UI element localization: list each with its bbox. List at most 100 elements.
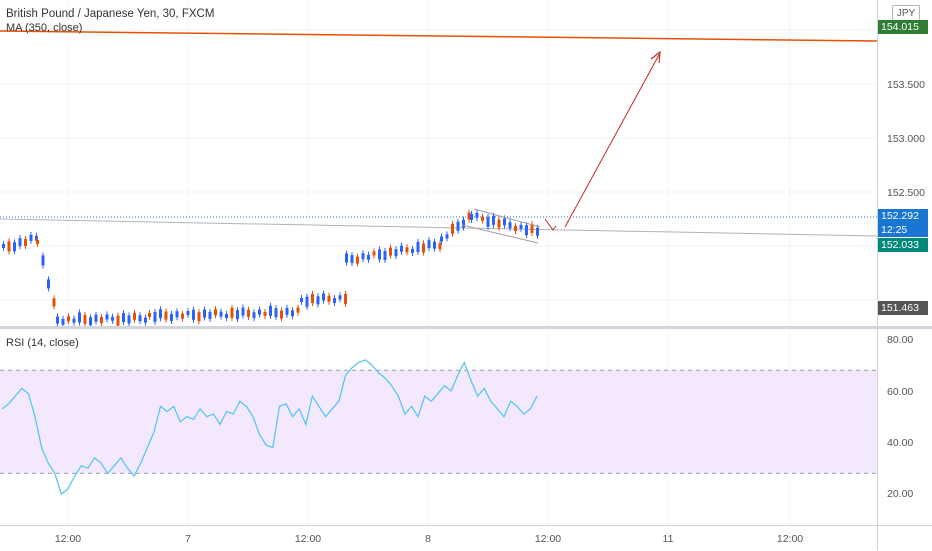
candle-body	[508, 222, 512, 229]
candle-body	[344, 294, 347, 305]
candle-body	[300, 298, 303, 302]
candle-body	[394, 249, 398, 257]
candle-body	[2, 244, 5, 248]
candle-body	[219, 311, 223, 317]
candle-body	[186, 310, 190, 315]
time-tick: 12:00	[54, 533, 82, 545]
candle-body	[56, 316, 59, 324]
rsi-tick: 80.00	[887, 334, 914, 346]
candle-body	[481, 216, 484, 221]
rsi-tick: 20.00	[887, 488, 914, 500]
time-axis[interactable]: 12:00 7 12:00 8 12:00 11 12:00	[0, 525, 932, 551]
candle-body	[230, 307, 234, 318]
time-tick: 7	[185, 533, 191, 545]
candle-body	[433, 241, 436, 249]
ma-line	[0, 30, 877, 42]
candle-body	[467, 212, 471, 220]
rsi-band	[0, 370, 877, 474]
candle-body	[470, 214, 473, 220]
price-chart-pane[interactable]: British Pound / Japanese Yen, 30, FXCM M…	[0, 0, 877, 326]
candle-body	[133, 312, 136, 320]
candle-body	[7, 241, 11, 252]
channel-top	[473, 208, 541, 228]
candle-body	[144, 317, 147, 323]
candle-body	[181, 313, 184, 319]
candle-body	[503, 218, 506, 226]
candle-body	[72, 318, 76, 323]
trendline-price-tag: 152.033	[878, 238, 928, 252]
pane-separator[interactable]	[0, 326, 932, 329]
price-chart-canvas[interactable]	[0, 0, 877, 326]
candle-body	[127, 315, 131, 324]
candle-body	[486, 216, 490, 227]
candle-body	[111, 316, 114, 321]
candle-body	[236, 310, 239, 320]
channel-bottom	[461, 224, 539, 244]
candle-body	[367, 254, 370, 260]
candle-body	[164, 311, 168, 320]
candle-body	[530, 223, 534, 233]
candle-body	[322, 293, 325, 301]
candle-body	[52, 298, 56, 307]
candle-body	[462, 219, 465, 228]
candle-body	[440, 236, 443, 242]
candle-body	[345, 253, 348, 263]
candle-body	[296, 307, 300, 313]
candle-body	[208, 311, 212, 319]
candle-body	[438, 243, 442, 250]
rsi-pane[interactable]: RSI (14, close)	[0, 329, 877, 525]
symbol-title[interactable]: British Pound / Japanese Yen, 30, FXCM	[6, 8, 215, 20]
candle-body	[475, 212, 479, 218]
price-tick: 152.500	[887, 187, 925, 199]
price-axis[interactable]: JPY 154.015 153.500 153.000 152.500 152.…	[877, 0, 932, 326]
candle-body	[422, 243, 425, 253]
trendline	[0, 218, 877, 237]
candle-body	[316, 296, 320, 305]
candle-body	[78, 312, 81, 323]
candle-body	[333, 298, 336, 304]
rsi-axis[interactable]: 80.00 60.00 40.00 20.00	[877, 329, 932, 525]
candle-body	[241, 307, 245, 316]
candle-body	[175, 311, 179, 318]
candle-body	[280, 310, 283, 319]
candle-body	[29, 234, 33, 241]
candle-body	[214, 309, 217, 316]
candle-body	[497, 219, 501, 228]
candle-body	[451, 223, 454, 234]
candle-body	[13, 242, 16, 252]
candle-body	[61, 318, 65, 325]
rsi-indicator-label[interactable]: RSI (14, close)	[6, 337, 79, 349]
candle-body	[247, 309, 250, 317]
rsi-line	[1, 359, 538, 496]
candle-body	[378, 249, 381, 260]
candle-body	[269, 305, 272, 316]
candle-body	[274, 308, 278, 318]
price-tick: 153.000	[887, 133, 925, 145]
candle-body	[170, 313, 173, 321]
candle-body	[405, 247, 409, 253]
candle-body	[445, 234, 449, 239]
candle-body	[203, 309, 206, 318]
candle-body	[536, 227, 539, 236]
candle-body	[148, 313, 151, 317]
ma-price-tag: 154.015	[878, 20, 928, 34]
candle-body	[41, 255, 45, 266]
price-tick: 153.500	[887, 79, 925, 91]
ma-indicator-label[interactable]: MA (350, close)	[6, 22, 83, 34]
candle-body	[361, 253, 365, 260]
candle-body	[456, 221, 460, 231]
candle-body	[89, 317, 92, 326]
time-tick: 8	[425, 533, 431, 545]
rsi-tick: 40.00	[887, 437, 914, 449]
rsi-tick: 60.00	[887, 386, 914, 398]
candle-body	[116, 315, 120, 326]
last-price-tag: 152.292	[878, 209, 928, 223]
candle-body	[350, 255, 354, 264]
candle-body	[305, 296, 309, 307]
candle-body	[263, 311, 267, 316]
time-tick: 11	[662, 533, 674, 545]
rsi-chart-canvas[interactable]	[0, 329, 877, 525]
time-tick: 12:00	[534, 533, 562, 545]
candle-body	[24, 239, 27, 247]
time-tick: 12:00	[294, 533, 322, 545]
